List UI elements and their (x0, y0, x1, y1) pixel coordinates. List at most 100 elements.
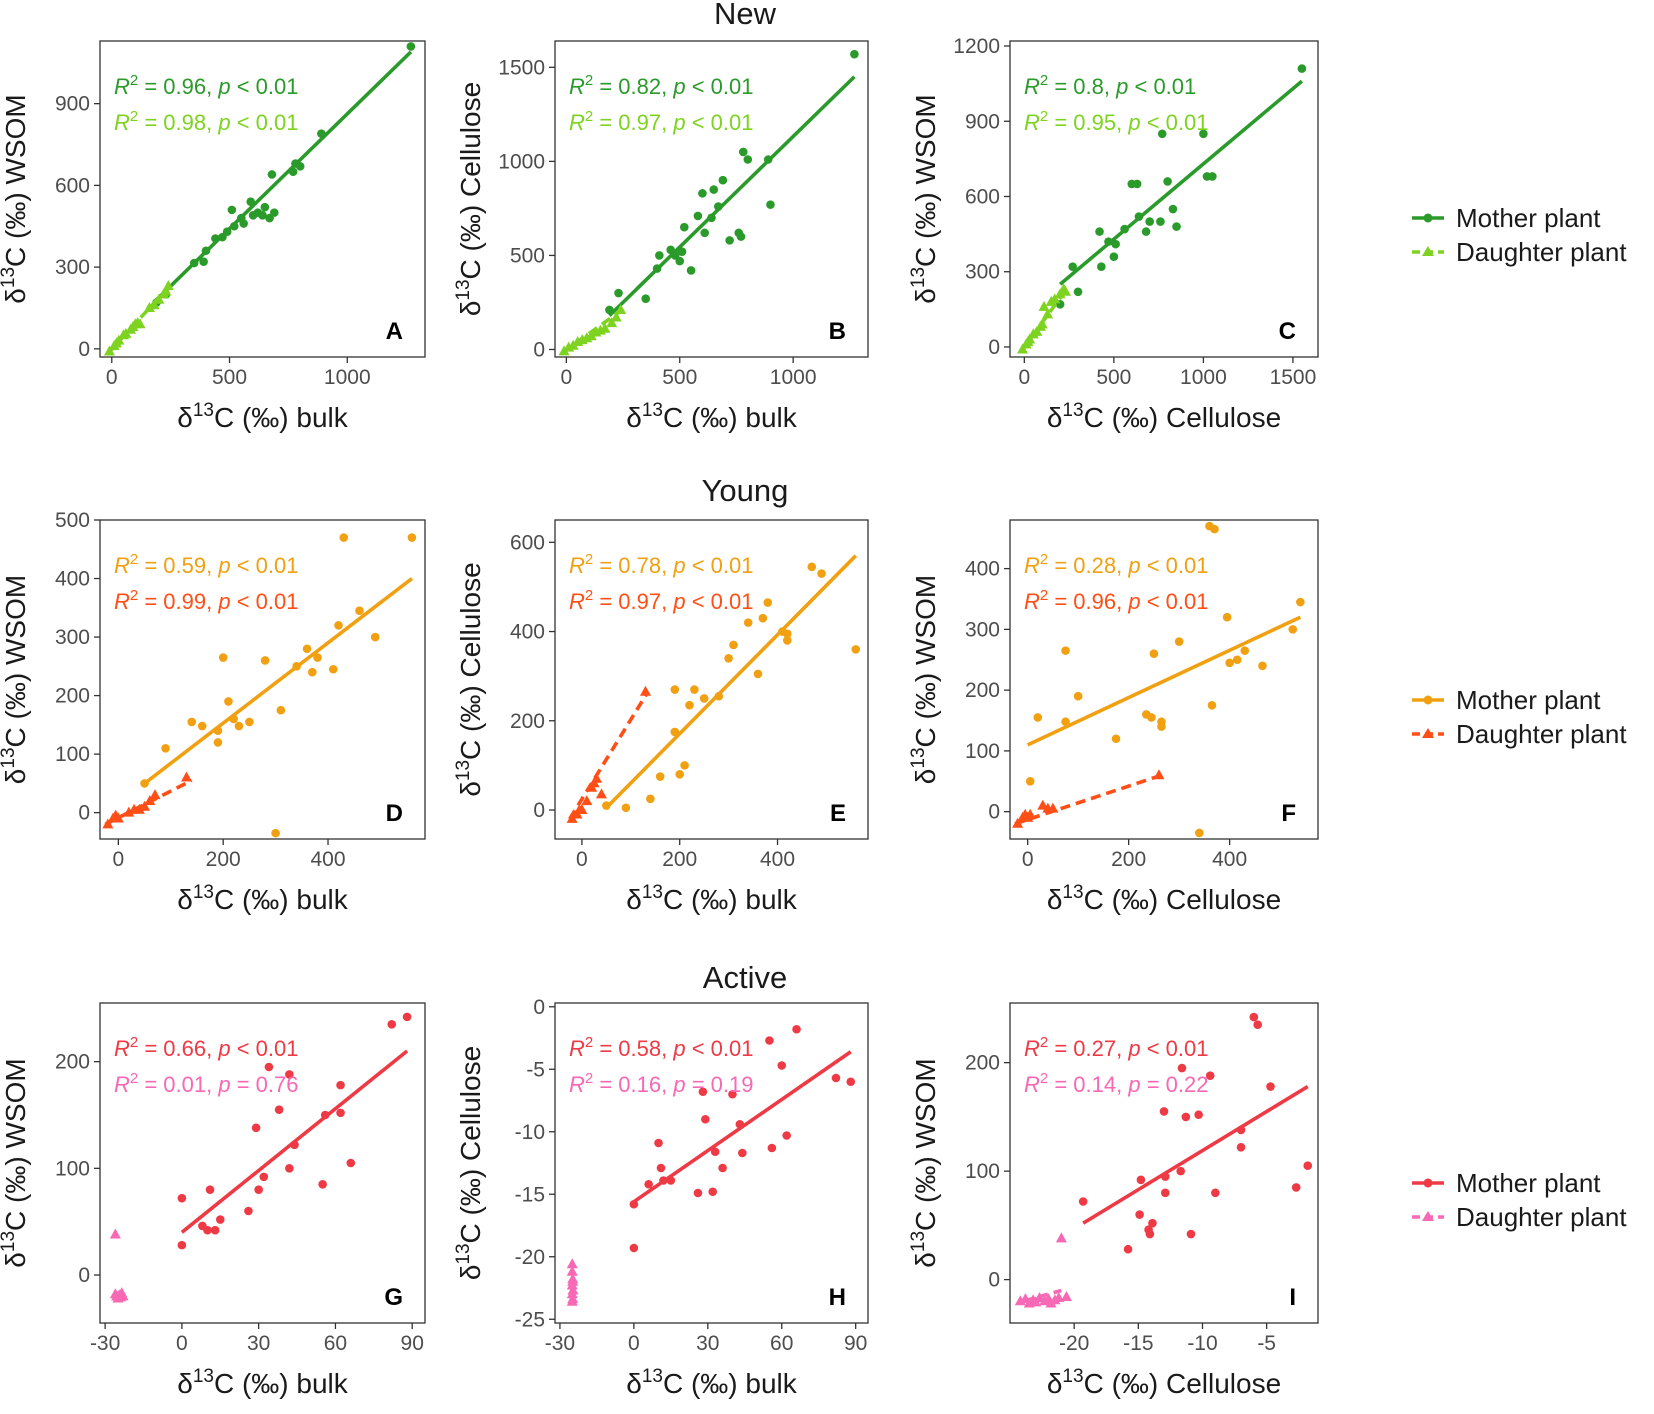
data-point-mother (743, 155, 753, 164)
x-tick-label: 500 (662, 366, 697, 389)
data-point-mother (1174, 637, 1184, 646)
x-tick-label: 1500 (1270, 366, 1317, 389)
data-point-mother (621, 803, 631, 813)
data-point-daughter (606, 317, 618, 328)
data-point-mother (1211, 1188, 1220, 1198)
data-point-mother (227, 205, 237, 215)
x-tick-label: 0 (176, 1332, 188, 1355)
series-mother (605, 49, 859, 317)
y-tick-label: 0 (988, 1269, 1000, 1292)
data-point-mother (831, 1073, 841, 1083)
data-point-mother (1147, 713, 1156, 722)
data-point-mother (1205, 1071, 1215, 1080)
panel-letter: I (1289, 1284, 1296, 1311)
y-tick-label: 0 (78, 1264, 90, 1287)
data-point-mother (655, 251, 664, 260)
data-point-mother (1068, 262, 1077, 272)
legend-young: Mother plant Daughter plant (1412, 685, 1627, 749)
y-tick-label: -15 (515, 1183, 545, 1206)
data-point-mother (285, 1070, 294, 1079)
r2-annotation-mother: R2 = 0.59, p < 0.01 (114, 551, 299, 578)
legend-new: Mother plant Daughter plant (1412, 203, 1627, 267)
r2-annotation-daughter: R2 = 0.14, p = 0.22 (1024, 1070, 1209, 1097)
y-tick-label: 300 (55, 626, 90, 649)
x-tick-label: 90 (844, 1332, 867, 1355)
y-tick-label: 900 (965, 110, 1000, 133)
y-tick-label: 600 (55, 174, 90, 197)
legend-label-daughter: Daughter plant (1456, 1202, 1627, 1232)
x-tick-label: -15 (1123, 1332, 1153, 1355)
data-point-mother (765, 1036, 774, 1045)
fit-line-daughter (561, 308, 623, 354)
data-point-mother (1132, 179, 1142, 189)
panel-letter: D (386, 800, 403, 827)
data-point-mother (328, 664, 338, 674)
data-point-mother (1258, 661, 1267, 671)
data-point-mother (1160, 1188, 1170, 1198)
fit-line-mother (1058, 79, 1304, 286)
data-point-daughter (576, 804, 588, 814)
row-title-active: Active (703, 960, 787, 995)
x-axis-title: δ13C (‰) bulk (177, 882, 349, 915)
x-tick-label: 0 (628, 1332, 640, 1355)
data-point-daughter (112, 812, 124, 823)
panel-B: 0 500 1000 0 500 1000 1500 δ13C (‰) bulk δ13C (‰… (453, 40, 869, 433)
data-point-mother (339, 533, 349, 542)
data-point-mother (258, 211, 267, 220)
data-point-mother (302, 644, 312, 654)
data-point-mother (685, 700, 694, 710)
series-daughter (109, 1228, 129, 1303)
data-point-mother (718, 175, 728, 185)
data-point-mother (1157, 129, 1167, 139)
x-tick-label: 0 (576, 848, 588, 871)
data-point-daughter (599, 322, 611, 333)
data-point-mother (792, 1024, 801, 1034)
panel-H: -30 0 30 60 90 -25 -20 -15 -10 -5 0 δ13C (‰) bulk δ1… (453, 996, 869, 1399)
data-point-mother (1033, 713, 1043, 722)
data-point-mother (1210, 524, 1219, 534)
series-daughter (102, 771, 193, 829)
y-tick-label: 300 (55, 256, 90, 279)
x-tick-label: 30 (247, 1332, 270, 1355)
y-tick-label: 100 (55, 743, 90, 766)
data-point-mother (1095, 227, 1104, 236)
data-point-mother (1291, 1183, 1301, 1192)
x-tick-label: 90 (401, 1332, 424, 1355)
y-tick-label: 100 (965, 1160, 1000, 1183)
legend-key-daughter-marker (1422, 1211, 1434, 1221)
series-mother (1078, 1012, 1313, 1254)
data-point-mother (1253, 1020, 1262, 1029)
y-tick-label: 500 (55, 509, 90, 532)
x-tick-label: 0 (1022, 848, 1034, 871)
y-tick-label: 0 (78, 338, 90, 361)
data-point-mother (693, 211, 703, 221)
y-tick-label: -25 (515, 1308, 545, 1331)
data-point-mother (355, 606, 364, 616)
x-tick-label: 400 (311, 848, 346, 871)
data-point-mother (387, 1020, 397, 1029)
data-point-mother (318, 1180, 327, 1189)
data-point-mother (1168, 204, 1178, 214)
data-point-mother (725, 236, 734, 245)
y-tick-label: 200 (510, 710, 545, 733)
data-point-mother (709, 185, 719, 194)
data-point-mother (670, 685, 680, 694)
series-mother (140, 533, 417, 838)
data-point-daughter (1060, 1290, 1072, 1301)
legend-label-mother: Mother plant (1456, 203, 1601, 233)
data-point-mother (701, 1114, 710, 1124)
y-axis-title: δ13C (‰) WSOM (908, 575, 941, 784)
data-point-mother (161, 743, 170, 753)
data-point-mother (1181, 1112, 1191, 1122)
data-point-mother (614, 288, 623, 298)
data-point-mother (406, 42, 416, 51)
panel-frame (554, 40, 869, 358)
data-point-mother (1111, 239, 1120, 249)
data-point-mother (680, 761, 689, 770)
data-point-mother (738, 147, 748, 157)
legend-key-mother-marker (1423, 695, 1433, 705)
data-point-daughter (566, 1295, 578, 1306)
y-tick-label: 1200 (953, 35, 1000, 58)
data-point-mother (686, 266, 696, 275)
fit-line-mother (155, 50, 413, 302)
